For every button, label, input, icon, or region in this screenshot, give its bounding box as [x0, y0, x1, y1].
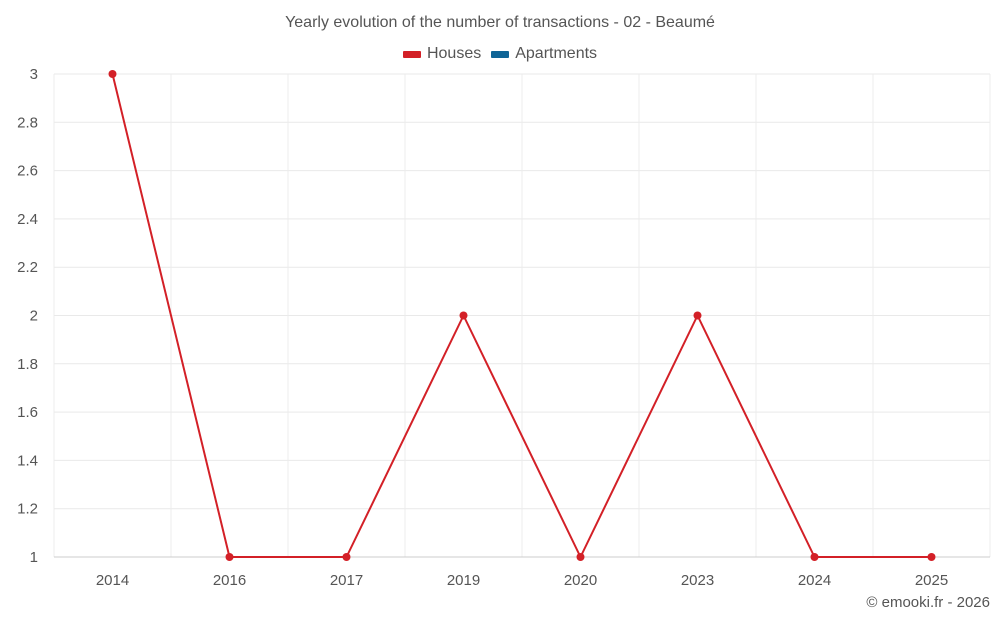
y-tick-label: 1.6: [17, 404, 38, 421]
y-tick-label: 2: [30, 308, 38, 325]
y-tick-label: 1: [30, 549, 38, 566]
x-tick-label: 2024: [798, 572, 831, 589]
y-tick-label: 1.2: [17, 501, 38, 518]
legend-item-apartments[interactable]: Apartments: [491, 45, 597, 63]
y-tick-label: 1.4: [17, 452, 38, 469]
x-tick-label: 2014: [96, 572, 129, 589]
y-tick-label: 3: [30, 66, 38, 83]
credit-text: © emooki.fr - 2026: [866, 594, 990, 611]
y-tick-label: 1.8: [17, 356, 38, 373]
data-point-houses: [342, 553, 351, 561]
data-point-houses: [108, 70, 117, 78]
data-point-houses: [927, 553, 936, 561]
x-tick-label: 2020: [564, 572, 597, 589]
x-tick-label: 2016: [213, 572, 246, 589]
y-tick-label: 2.4: [17, 211, 38, 228]
legend-label-houses: Houses: [426, 45, 482, 62]
chart-title: Yearly evolution of the number of transa…: [285, 14, 715, 31]
data-point-houses: [810, 553, 819, 561]
x-tick-label: 2023: [681, 572, 714, 589]
legend-swatch-houses: [402, 50, 421, 58]
data-point-houses: [225, 553, 234, 561]
y-tick-label: 2.6: [17, 163, 38, 180]
data-point-houses: [576, 553, 585, 561]
legend-label-apartments: Apartments: [515, 45, 598, 62]
data-point-houses: [693, 311, 702, 320]
legend-item-houses[interactable]: Houses: [402, 45, 482, 63]
y-tick-label: 2.8: [17, 114, 38, 131]
x-tick-label: 2017: [330, 572, 363, 589]
x-tick-label: 2019: [447, 572, 480, 589]
series-line-houses: [111, 73, 932, 558]
legend: Houses Apartments: [0, 45, 1000, 63]
y-tick-label: 2.2: [17, 259, 38, 276]
x-tick-label: 2025: [915, 572, 948, 589]
legend-swatch-apartments: [491, 50, 510, 58]
data-point-houses: [459, 311, 468, 320]
